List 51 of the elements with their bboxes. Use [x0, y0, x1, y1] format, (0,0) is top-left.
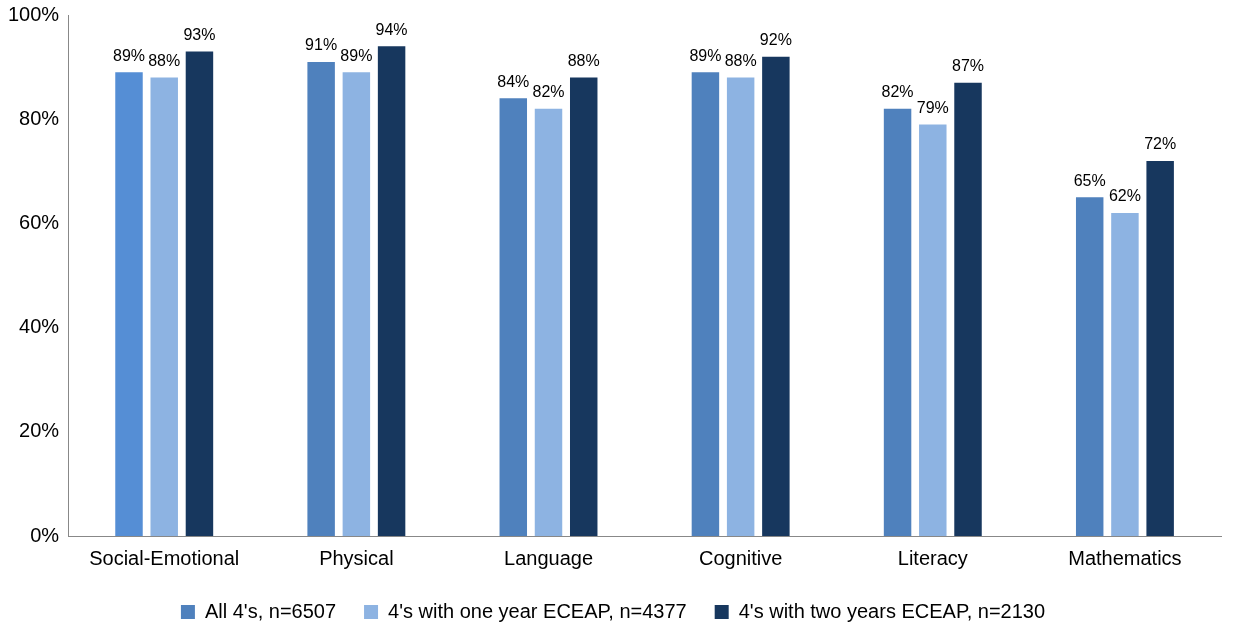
- data-label: 84%: [497, 72, 530, 90]
- bar: [569, 77, 598, 536]
- data-label: 94%: [375, 20, 408, 38]
- data-label: 62%: [1108, 187, 1141, 205]
- data-label: 79%: [916, 98, 949, 116]
- y-tick-label: 80%: [19, 106, 60, 129]
- bar: [762, 56, 790, 536]
- data-label: 89%: [340, 46, 373, 64]
- x-tick-label: Cognitive: [698, 546, 783, 569]
- data-label: 88%: [148, 51, 181, 69]
- bar: [1146, 160, 1174, 536]
- x-tick-label: Literacy: [897, 546, 968, 569]
- bar: [1075, 197, 1104, 536]
- y-tick-label: 20%: [19, 419, 60, 442]
- data-label: 82%: [532, 83, 565, 101]
- x-tick-label: Physical: [319, 546, 394, 569]
- data-label: 65%: [1073, 171, 1106, 189]
- data-label: 72%: [1144, 135, 1177, 153]
- bar: [377, 46, 406, 536]
- data-label: 88%: [724, 51, 757, 69]
- y-tick-label: 40%: [19, 315, 60, 338]
- data-label: 89%: [689, 46, 722, 64]
- data-label: 88%: [567, 51, 600, 69]
- data-label: 91%: [305, 36, 338, 54]
- bar: [307, 61, 335, 536]
- bar: [150, 77, 178, 536]
- legend-label: All 4's, n=6507: [204, 599, 337, 622]
- bar: [342, 72, 371, 536]
- data-label: 93%: [183, 25, 216, 43]
- legend-label: 4's with two years ECEAP, n=2130: [738, 599, 1046, 622]
- data-label: 82%: [881, 83, 914, 101]
- bar: [954, 82, 982, 536]
- data-label: 89%: [112, 46, 146, 64]
- bar: [919, 124, 947, 536]
- x-tick-label: Mathematics: [1068, 546, 1182, 569]
- data-label: 92%: [759, 31, 792, 49]
- y-tick-label: 100%: [8, 2, 60, 25]
- legend-label: 4's with one year ECEAP, n=4377: [388, 599, 687, 622]
- y-tick-label: 60%: [19, 210, 60, 233]
- bar: [883, 108, 912, 536]
- bar: [691, 72, 720, 536]
- y-tick-label: 0%: [30, 523, 60, 546]
- x-tick-label: Language: [504, 546, 593, 569]
- bar: [185, 51, 214, 536]
- bar: [499, 98, 528, 536]
- data-label: 87%: [952, 57, 985, 75]
- bar: [1111, 212, 1139, 536]
- bar: [726, 77, 755, 536]
- bar: [534, 108, 563, 536]
- x-tick-label: Social-Emotional: [89, 546, 240, 569]
- bar: [115, 72, 143, 536]
